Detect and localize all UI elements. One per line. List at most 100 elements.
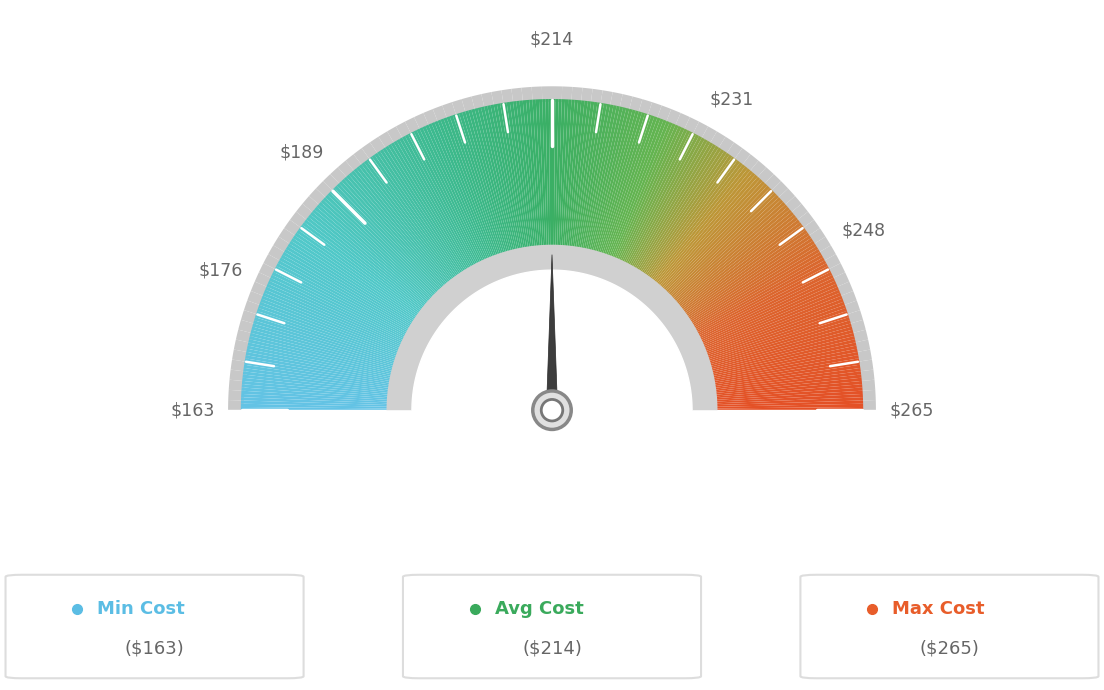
- Wedge shape: [673, 202, 785, 302]
- Wedge shape: [714, 368, 861, 390]
- Wedge shape: [280, 255, 410, 330]
- Wedge shape: [712, 339, 856, 375]
- Wedge shape: [714, 365, 860, 388]
- Wedge shape: [733, 148, 751, 166]
- Wedge shape: [513, 101, 533, 248]
- Wedge shape: [645, 152, 730, 275]
- Wedge shape: [704, 293, 841, 350]
- Wedge shape: [273, 237, 291, 253]
- Wedge shape: [715, 375, 861, 393]
- Wedge shape: [503, 102, 528, 248]
- Wedge shape: [374, 152, 459, 275]
- Text: $214: $214: [530, 30, 574, 48]
- Wedge shape: [468, 110, 510, 252]
- Wedge shape: [266, 284, 402, 345]
- Wedge shape: [500, 103, 527, 248]
- Wedge shape: [347, 175, 445, 287]
- Wedge shape: [229, 390, 244, 400]
- Wedge shape: [690, 244, 817, 324]
- Wedge shape: [698, 269, 830, 337]
- Wedge shape: [539, 99, 546, 246]
- FancyBboxPatch shape: [6, 575, 304, 678]
- Text: Avg Cost: Avg Cost: [495, 600, 583, 618]
- Wedge shape: [712, 346, 857, 377]
- Wedge shape: [709, 131, 725, 150]
- Wedge shape: [601, 90, 613, 108]
- Wedge shape: [247, 342, 392, 376]
- Wedge shape: [650, 160, 740, 279]
- Text: $163: $163: [170, 401, 215, 420]
- Wedge shape: [542, 99, 549, 246]
- Wedge shape: [694, 255, 824, 330]
- Wedge shape: [860, 390, 875, 400]
- Wedge shape: [670, 195, 778, 298]
- Wedge shape: [362, 142, 379, 161]
- Circle shape: [533, 391, 571, 429]
- Wedge shape: [628, 135, 699, 266]
- Wedge shape: [253, 324, 394, 366]
- Wedge shape: [300, 225, 421, 314]
- Wedge shape: [405, 117, 421, 135]
- Wedge shape: [330, 190, 436, 295]
- Wedge shape: [704, 295, 842, 351]
- Wedge shape: [701, 281, 837, 344]
- Polygon shape: [99, 410, 1005, 580]
- Wedge shape: [234, 339, 251, 353]
- Wedge shape: [657, 106, 671, 124]
- Wedge shape: [241, 400, 388, 407]
- Wedge shape: [567, 101, 584, 247]
- Wedge shape: [848, 320, 866, 333]
- Wedge shape: [716, 400, 863, 407]
- Wedge shape: [637, 144, 716, 270]
- Wedge shape: [687, 233, 809, 318]
- Wedge shape: [680, 217, 798, 310]
- Text: ($265): ($265): [920, 640, 979, 658]
- Polygon shape: [545, 255, 559, 427]
- Wedge shape: [683, 117, 699, 135]
- Wedge shape: [590, 107, 626, 251]
- Wedge shape: [705, 302, 845, 355]
- Wedge shape: [802, 220, 820, 237]
- Wedge shape: [485, 106, 518, 250]
- Wedge shape: [315, 207, 427, 304]
- Wedge shape: [231, 359, 247, 371]
- Wedge shape: [689, 238, 813, 321]
- Wedge shape: [367, 159, 456, 279]
- Wedge shape: [854, 350, 872, 362]
- Wedge shape: [796, 212, 814, 229]
- Wedge shape: [521, 87, 532, 104]
- Wedge shape: [564, 100, 578, 247]
- Wedge shape: [246, 352, 391, 381]
- Wedge shape: [715, 397, 863, 405]
- Wedge shape: [707, 305, 846, 356]
- Wedge shape: [402, 136, 475, 266]
- Wedge shape: [243, 368, 390, 390]
- Wedge shape: [491, 90, 503, 108]
- Wedge shape: [701, 126, 716, 145]
- Wedge shape: [263, 293, 400, 350]
- Wedge shape: [394, 141, 470, 269]
- Wedge shape: [244, 300, 262, 315]
- Wedge shape: [359, 164, 452, 282]
- Wedge shape: [248, 339, 392, 375]
- Wedge shape: [573, 101, 594, 248]
- Wedge shape: [562, 86, 572, 102]
- Wedge shape: [700, 277, 835, 342]
- Wedge shape: [471, 94, 485, 112]
- Wedge shape: [229, 400, 244, 410]
- Wedge shape: [247, 346, 392, 377]
- Wedge shape: [613, 121, 670, 258]
- Wedge shape: [580, 104, 607, 248]
- Wedge shape: [481, 92, 495, 109]
- Wedge shape: [699, 272, 832, 339]
- Wedge shape: [517, 101, 534, 247]
- Wedge shape: [666, 186, 769, 293]
- Wedge shape: [702, 286, 839, 346]
- Wedge shape: [596, 110, 639, 253]
- Wedge shape: [291, 238, 415, 321]
- Wedge shape: [616, 124, 676, 259]
- Wedge shape: [715, 381, 862, 397]
- Wedge shape: [490, 104, 521, 249]
- Wedge shape: [680, 215, 796, 308]
- Wedge shape: [361, 162, 453, 281]
